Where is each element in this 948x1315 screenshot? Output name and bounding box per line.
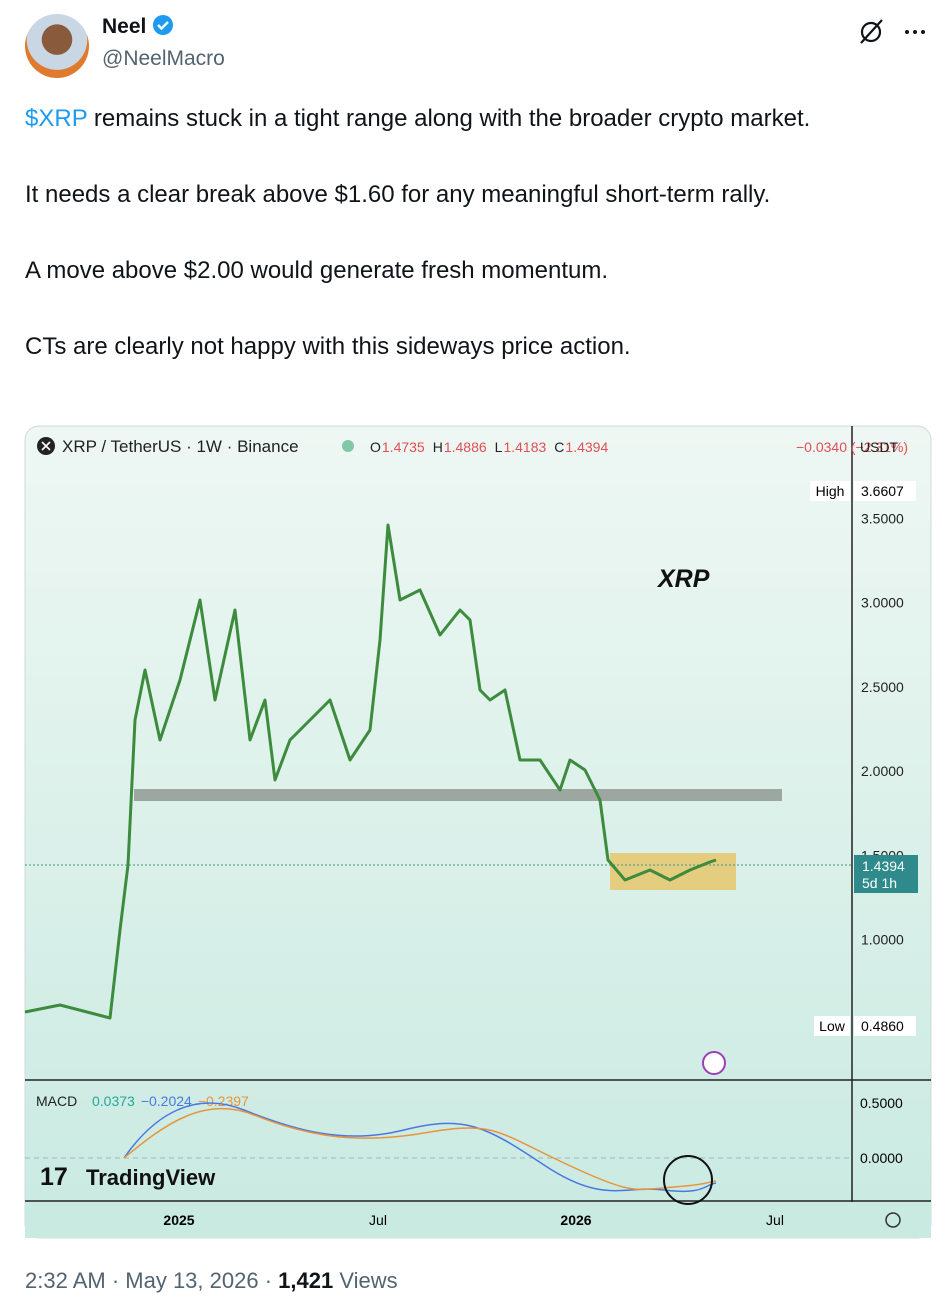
low-value: 0.4860 [861,1018,904,1034]
author-name[interactable]: Neel [102,14,174,39]
time[interactable]: 2:32 AM · May 13, 2026 · [25,1268,279,1293]
macd-label: MACD [36,1093,77,1109]
ohlc-value: 1.4183 [503,439,546,455]
annotation: XRP [656,565,710,593]
macd-value: −0.2024 [141,1093,192,1109]
ohlc-key: L [495,439,503,455]
chart-image[interactable]: XRP / TetherUS · 1W · Binance O 1.4735 H 1.… [24,425,932,1240]
grok-icon[interactable] [860,21,882,43]
change: −0.0340 (−2.31%) [796,439,908,455]
high-value: 3.6607 [861,483,904,499]
low-label: Low [819,1018,846,1034]
macd-tick: 0.5000 [860,1095,903,1111]
cashtag[interactable]: $XRP [25,105,88,132]
text: remains stuck in a tight range along wit… [87,105,811,132]
macd-value: −0.2397 [198,1093,249,1109]
price-tick: 2.5000 [861,679,904,695]
price-tick: 1.0000 [861,932,904,948]
countdown: 5d 1h [862,875,897,891]
time-tick: Jul [766,1212,784,1228]
paragraph: A move above $2.00 would generate fresh … [25,257,609,284]
ohlc-value: 1.4394 [565,439,608,455]
ohlc-key: C [554,439,564,455]
logo-mark: 17 [40,1163,68,1191]
ohlc-key: O [370,439,381,455]
time-tick: 2026 [560,1212,591,1228]
high-label: High [816,483,845,499]
tweet-text: $XRP remains stuck in a tight range alon… [25,100,905,404]
price-tick: 3.0000 [861,595,904,611]
paragraph: It needs a clear break above $1.60 for a… [25,181,771,208]
views-count: 1,421 [278,1268,334,1293]
handle[interactable]: @NeelMacro [102,47,225,70]
price-tick: 3.5000 [861,510,904,526]
price-path [24,523,717,1020]
avatar[interactable] [25,14,89,78]
currency[interactable]: USDT [860,439,899,455]
ohlc-key: H [433,439,443,455]
header-icons [860,19,925,44]
author-name-text[interactable]: Neel [102,15,147,38]
logo: TradingView [86,1165,216,1190]
timestamp: 2:32 AM · May 13, 2026 · 1,421 Views [25,1268,398,1294]
ohlc-value: 1.4886 [444,439,487,455]
last-price: 1.4394 [862,858,905,874]
time-tick: Jul [369,1212,387,1228]
macd-value: 0.0373 [92,1093,135,1109]
macd-tick: 0.0000 [860,1150,903,1166]
paragraph: CTs are clearly not happy with this side… [25,333,631,360]
verified-badge [153,15,174,35]
views-label: Views [339,1268,398,1293]
more-icon[interactable] [905,30,909,34]
time-tick: 2025 [163,1212,194,1228]
price-tick: 2.0000 [861,763,904,779]
paragraph: $XRP remains stuck in a tight range alon… [25,100,905,138]
symbol: XRP / TetherUS · 1W · Binance [62,437,299,456]
ohlc-value: 1.4735 [382,439,425,455]
